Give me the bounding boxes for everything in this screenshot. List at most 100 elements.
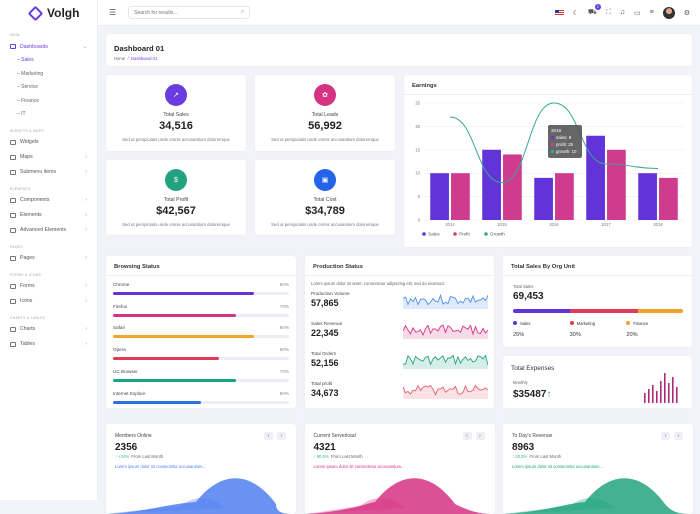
chevron-left-icon[interactable]: ‹	[264, 432, 273, 440]
section-widgets: WIDGETS & MAPS	[10, 128, 44, 133]
moon-icon[interactable]: ☾	[572, 9, 580, 17]
search-box[interactable]: ⌕	[128, 6, 251, 19]
sidebar-item-dashboards[interactable]: Dashboards ⌄	[0, 39, 97, 54]
sidebar-item-tables[interactable]: Tables ›	[0, 337, 97, 352]
cart-badge: 2	[594, 4, 601, 10]
wave-chart	[304, 478, 495, 514]
progress-fill	[113, 400, 201, 404]
bar-sales[interactable]	[482, 149, 501, 220]
y-tick-label: 0	[418, 218, 421, 223]
bar-sales[interactable]	[534, 177, 553, 220]
expense-bar	[648, 389, 650, 403]
legend-label[interactable]: Sales	[428, 232, 440, 237]
metric-title: Current Serverload	[313, 433, 356, 439]
sidebar-item-pages[interactable]: Pages ›	[0, 251, 97, 266]
org-unit-title: Total Sales By Org Unit	[511, 264, 575, 270]
chevron-right-icon: ›	[85, 298, 87, 304]
search-input[interactable]	[134, 9, 235, 16]
chevron-right-icon: ›	[85, 255, 87, 261]
chat-icon[interactable]: ▭	[634, 9, 641, 17]
sidebar-item-icons[interactable]: Icons ›	[0, 294, 97, 309]
sidebar-item-elements[interactable]: Elements ›	[0, 208, 97, 223]
chart-tooltip	[548, 125, 582, 158]
earnings-title: Earnings	[412, 83, 437, 89]
browser-row: UC Browser 70%	[113, 369, 289, 382]
y-tick-label: 10	[415, 171, 420, 176]
browsing-card: Browsing Status Chrome 80% Firefox 70% Safar…	[106, 256, 296, 408]
legend-label[interactable]: Profit	[459, 232, 470, 237]
chevron-left-icon[interactable]: ‹	[462, 432, 472, 440]
production-row: Sales Revenue 22,345	[311, 321, 343, 338]
org-bar-segment	[513, 309, 570, 313]
production-row: Total profit 34,673	[311, 381, 339, 398]
y-tick-label: 5	[418, 194, 421, 199]
section-charts: CHARTS & TABLES	[10, 315, 46, 320]
sidebar-sub-finance[interactable]: – Finance	[17, 97, 39, 104]
production-desc: Lorem ipsum dolor sit amet, consectetur …	[311, 281, 445, 286]
bar-sales[interactable]	[638, 173, 657, 220]
section-main: MAIN	[10, 33, 20, 37]
sidebar-sub-service[interactable]: – Service	[17, 84, 38, 90]
avatar[interactable]	[662, 6, 675, 19]
metric-value: 2356	[115, 442, 138, 453]
progress-fill	[113, 292, 254, 295]
legend-dot	[453, 232, 457, 236]
list-icon[interactable]: ≡	[649, 9, 654, 16]
growth-line	[449, 102, 659, 184]
search-icon[interactable]: ⌕	[240, 9, 245, 15]
chevron-right-icon[interactable]: ›	[674, 432, 683, 440]
gear-icon[interactable]: ⚙	[683, 9, 690, 17]
bell-icon[interactable]: ♫	[619, 9, 625, 16]
org-unit-value: 69,453	[513, 291, 544, 302]
cart-icon[interactable]: ⛟ 2	[588, 4, 601, 17]
home-icon	[10, 44, 16, 49]
expense-bar	[656, 391, 658, 403]
sidebar-sub-it[interactable]: – IT	[17, 111, 26, 117]
metric-card: Current Serverload ‹ › 4321 ↑ 90.5% From…	[304, 424, 495, 514]
sidebar-item-charts[interactable]: Charts ›	[0, 322, 97, 337]
sidebar-sub-marketing[interactable]: – Marketing	[17, 70, 44, 77]
menu-icon[interactable]: ☰	[109, 8, 117, 17]
bar-profit[interactable]	[451, 173, 470, 220]
chevron-right-icon[interactable]: ›	[475, 432, 485, 440]
metric-title: To Day's Revenue	[512, 433, 553, 439]
chevron-right-icon: ›	[85, 154, 87, 160]
brand-logo[interactable]: Volgh	[0, 0, 97, 26]
bar-profit[interactable]	[659, 177, 678, 220]
tooltip-swatch	[551, 136, 554, 139]
sidebar-item-widgets[interactable]: Widgets	[0, 135, 97, 150]
earnings-chart[interactable]: 0 5 10 15 20 25 2014 2015 2016 2017 2018 2016 sales:…	[404, 75, 692, 247]
flag-icon[interactable]	[554, 9, 564, 16]
org-unit-legend: Finance 20%	[626, 321, 649, 338]
bar-sales[interactable]	[586, 135, 605, 220]
section-pages: PAGES	[10, 244, 23, 249]
browser-row: Chrome 80%	[113, 282, 289, 295]
dollar-icon: $	[165, 169, 187, 191]
chevron-right-icon[interactable]: ›	[277, 432, 286, 440]
fullscreen-icon[interactable]: ⛶	[605, 8, 611, 16]
bar-sales[interactable]	[430, 173, 449, 220]
browsing-title: Browsing Status	[114, 264, 160, 270]
progress-fill	[113, 378, 237, 382]
sparkline	[403, 384, 488, 399]
globe-icon	[10, 169, 16, 175]
sidebar-item-maps[interactable]: Maps ›	[0, 150, 97, 165]
section-elements: ELEMENTS	[10, 186, 31, 191]
expenses-title: Total Expenses	[511, 365, 555, 372]
sidebar-item-forms[interactable]: Forms ›	[0, 279, 97, 294]
bar-profit[interactable]	[555, 173, 574, 220]
sidebar-sub-sales[interactable]: – Sales	[17, 57, 34, 63]
tooltip-line: profit: 25	[556, 142, 574, 147]
bar-profit[interactable]	[503, 154, 522, 220]
sidebar-item-components[interactable]: Components ›	[0, 193, 97, 208]
legend-label[interactable]: Growth	[490, 232, 505, 237]
org-bar-segment	[637, 309, 683, 313]
icons-icon	[10, 298, 16, 304]
page-title: Dashboard 01	[114, 44, 165, 53]
sidebar-item-submenu[interactable]: Submenu items ›	[0, 165, 97, 180]
sidebar-item-advanced[interactable]: Advanced Elements ›	[0, 223, 97, 238]
bar-profit[interactable]	[607, 149, 626, 220]
trend-icon: ↗	[165, 84, 187, 106]
chevron-left-icon[interactable]: ‹	[661, 432, 670, 440]
tooltip-title: 2016	[551, 128, 562, 133]
